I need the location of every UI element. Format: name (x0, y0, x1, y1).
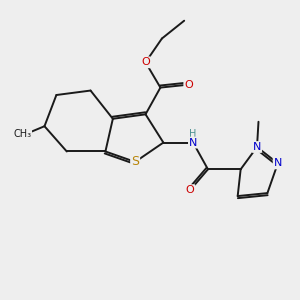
Text: O: O (184, 80, 193, 90)
Text: N: N (189, 138, 197, 148)
Text: O: O (141, 57, 150, 67)
Text: N: N (274, 158, 282, 168)
Text: CH₃: CH₃ (13, 129, 31, 139)
Text: S: S (131, 155, 139, 168)
Text: N: N (253, 142, 261, 152)
Text: H: H (189, 129, 197, 139)
Text: O: O (186, 185, 194, 195)
